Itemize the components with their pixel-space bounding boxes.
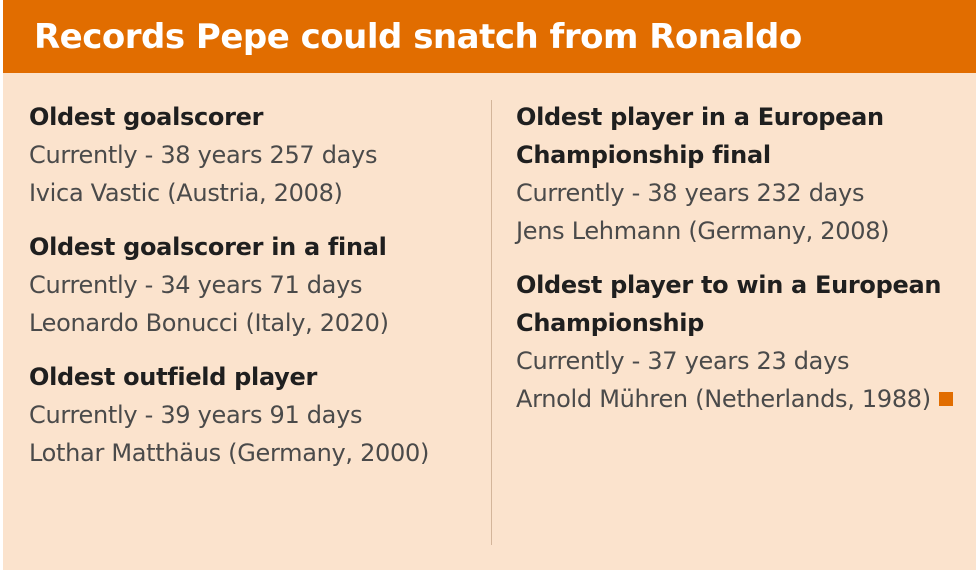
record-current: Currently - 38 years 257 days xyxy=(29,141,378,169)
record-title: Oldest player in a European Championship… xyxy=(516,103,884,169)
record-title: Oldest outfield player xyxy=(29,363,317,391)
record-holder: Lothar Matthäus (Germany, 2000) xyxy=(29,439,430,467)
header-bar: Records Pepe could snatch from Ronaldo xyxy=(3,0,976,73)
record-title: Oldest goalscorer in a final xyxy=(29,233,387,261)
record-holder-with-mark: Arnold Mühren (Netherlands, 1988) xyxy=(516,380,956,418)
record-item: Oldest player in a European Championship… xyxy=(516,98,956,250)
record-current: Currently - 34 years 71 days xyxy=(29,271,363,299)
record-current: Currently - 37 years 23 days xyxy=(516,347,850,375)
left-column: Oldest goalscorer Currently - 38 years 2… xyxy=(29,98,479,488)
record-current: Currently - 39 years 91 days xyxy=(29,401,363,429)
record-holder: Ivica Vastic (Austria, 2008) xyxy=(29,179,343,207)
right-column: Oldest player in a European Championship… xyxy=(516,98,956,434)
record-holder: Arnold Mühren (Netherlands, 1988) xyxy=(516,385,931,413)
record-item: Oldest goalscorer in a final Currently -… xyxy=(29,228,479,342)
record-title: Oldest player to win a European Champion… xyxy=(516,271,942,337)
end-mark-icon xyxy=(938,392,953,406)
record-title: Oldest goalscorer xyxy=(29,103,264,131)
record-item: Oldest player to win a European Champion… xyxy=(516,266,956,418)
record-holder: Leonardo Bonucci (Italy, 2020) xyxy=(29,309,389,337)
record-holder: Jens Lehmann (Germany, 2008) xyxy=(516,217,890,245)
column-divider xyxy=(491,100,492,545)
records-columns: Oldest goalscorer Currently - 38 years 2… xyxy=(3,73,976,570)
records-card: Records Pepe could snatch from Ronaldo O… xyxy=(3,0,976,570)
record-current: Currently - 38 years 232 days xyxy=(516,179,865,207)
page-title: Records Pepe could snatch from Ronaldo xyxy=(34,16,802,57)
record-item: Oldest goalscorer Currently - 38 years 2… xyxy=(29,98,479,212)
record-item: Oldest outfield player Currently - 39 ye… xyxy=(29,358,479,472)
